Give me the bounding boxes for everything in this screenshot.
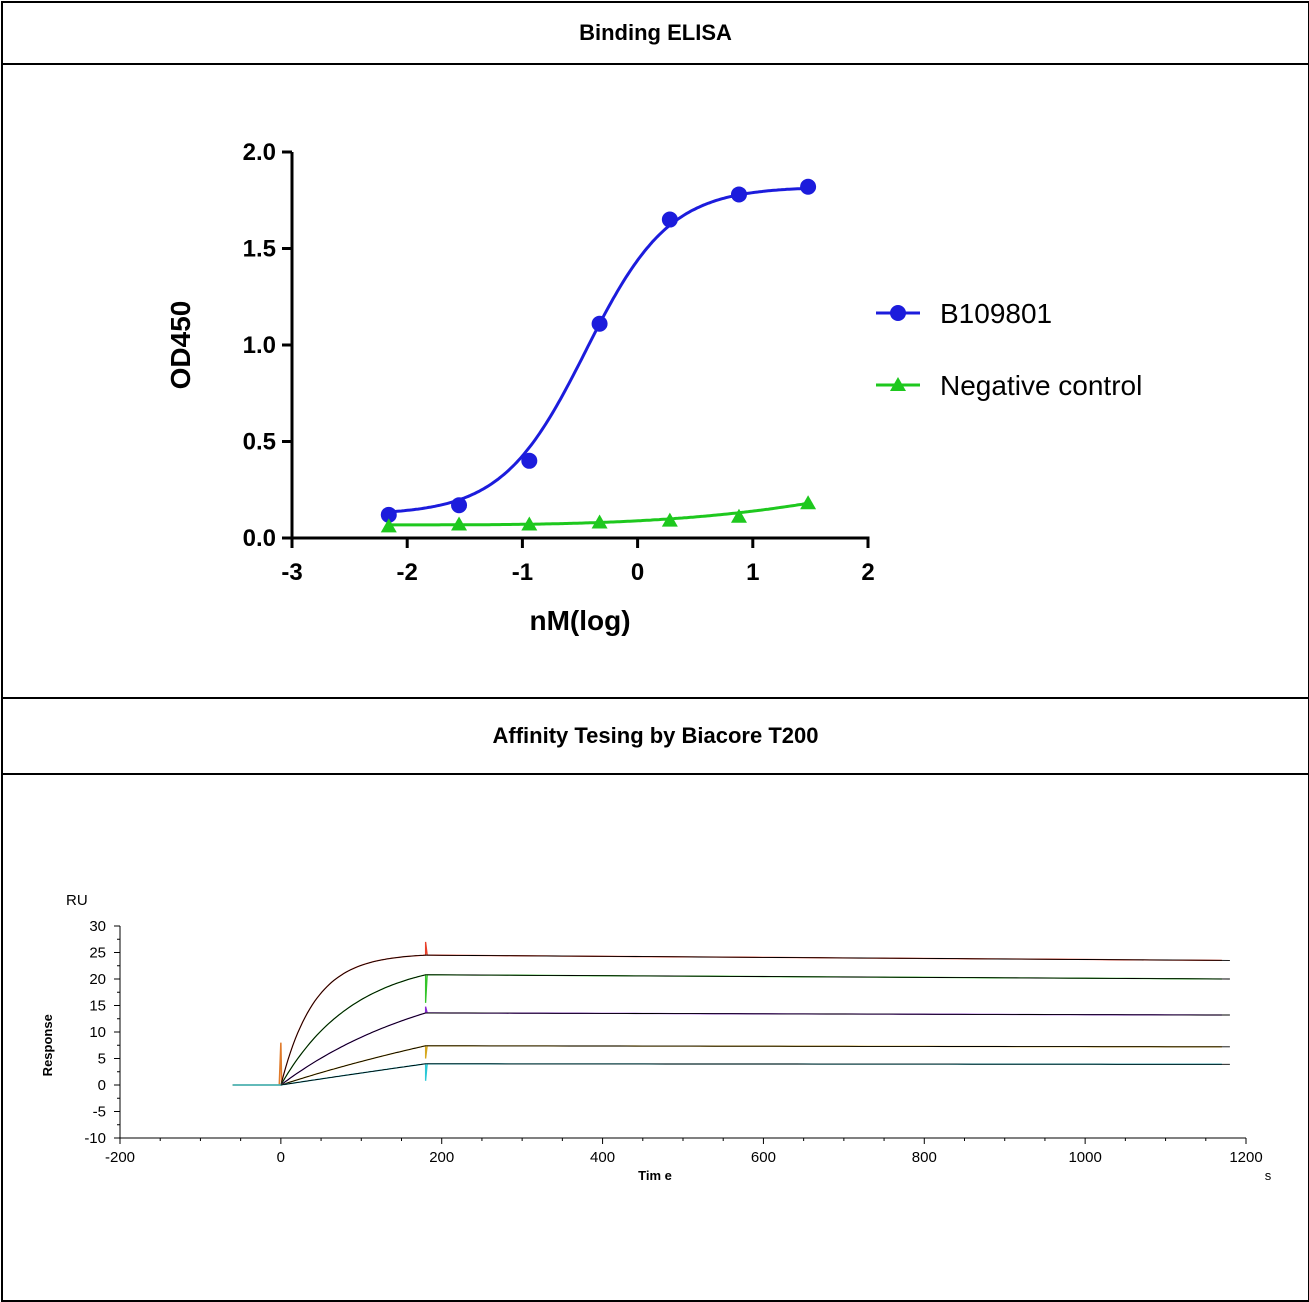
y-tick-label: 10 bbox=[89, 1024, 106, 1041]
b109801-point bbox=[730, 186, 747, 203]
negative-control-point bbox=[451, 516, 468, 531]
x-tick-label: -1 bbox=[512, 559, 533, 586]
sensorgram-curve-2 bbox=[232, 973, 1222, 1086]
panel-2-divider bbox=[3, 773, 1308, 775]
negative-control-point bbox=[730, 508, 747, 523]
x-tick-label: 0 bbox=[631, 559, 644, 586]
x-tick-label: -3 bbox=[281, 559, 302, 586]
fit-curve-1 bbox=[280, 954, 1230, 1086]
x-axis-label: Tim e bbox=[638, 1168, 672, 1183]
sensorgram-curve-4 bbox=[232, 1045, 1222, 1086]
sensorgram-curve-5 bbox=[232, 1063, 1222, 1086]
b109801-point bbox=[800, 178, 817, 195]
x-axis-label: nM(log) bbox=[529, 605, 630, 636]
b109801-point bbox=[451, 497, 468, 514]
x-tick-label: 800 bbox=[912, 1149, 937, 1166]
x-tick-label: 200 bbox=[429, 1149, 454, 1166]
biacore-chart: -10 -5 0 5 10 15 20 25 30 -200 0 200 400 600 800 1000 12… bbox=[40, 892, 1272, 1183]
x-tick-label: 400 bbox=[590, 1149, 615, 1166]
x-tick-label: 1200 bbox=[1229, 1149, 1262, 1166]
legend-marker-circle bbox=[890, 305, 906, 321]
y-tick-label: 15 bbox=[89, 998, 106, 1015]
series-b109801-fit-curve bbox=[388, 186, 809, 514]
legend-label: B109801 bbox=[940, 298, 1052, 329]
y-tick-label: 1.5 bbox=[243, 236, 276, 263]
fit-curve-4 bbox=[280, 1045, 1230, 1086]
y-axis-label: OD450 bbox=[165, 301, 196, 390]
x-tick-label: 600 bbox=[751, 1149, 776, 1166]
b109801-point bbox=[661, 211, 678, 228]
fit-curve-5 bbox=[280, 1063, 1230, 1086]
x-unit-label: s bbox=[1265, 1168, 1272, 1183]
y-tick-label: 25 bbox=[89, 945, 106, 962]
y-tick-label: 20 bbox=[89, 971, 106, 988]
negative-control-point bbox=[521, 516, 538, 531]
y-tick-label: 1.0 bbox=[243, 332, 276, 359]
y-tick-label: 2.0 bbox=[243, 139, 276, 166]
negative-control-point bbox=[380, 518, 397, 533]
x-tick-label: 0 bbox=[277, 1149, 285, 1166]
fit-curve-3 bbox=[280, 1012, 1230, 1086]
legend-label: Negative control bbox=[940, 370, 1142, 401]
y-tick-label: 0.5 bbox=[243, 429, 276, 456]
negative-control-point bbox=[591, 514, 608, 529]
b109801-point bbox=[380, 506, 397, 523]
y-tick-label: 5 bbox=[98, 1051, 106, 1068]
x-tick-label: 1 bbox=[746, 559, 759, 586]
x-tick-label: 2 bbox=[861, 559, 874, 586]
panel-1-title: Binding ELISA bbox=[579, 20, 732, 45]
panel-1-divider bbox=[3, 63, 1308, 65]
fit-curve-2 bbox=[280, 974, 1230, 1086]
y-tick-label: 0.0 bbox=[243, 525, 276, 552]
y-tick-label: -10 bbox=[84, 1130, 106, 1147]
y-axis-label: Response bbox=[40, 1014, 55, 1076]
y-tick-label: 30 bbox=[89, 918, 106, 935]
y-unit-label: RU bbox=[66, 892, 88, 909]
panel-separator bbox=[3, 697, 1308, 699]
y-tick-label: -5 bbox=[93, 1104, 106, 1121]
negative-control-point bbox=[800, 495, 817, 510]
y-tick-label: 0 bbox=[98, 1077, 106, 1094]
elisa-chart: 0.0 0.5 1.0 1.5 2.0 -3 -2 -1 0 1 2 nM(log) OD450 B109… bbox=[165, 139, 1142, 636]
x-tick-label: -200 bbox=[105, 1149, 135, 1166]
b109801-point bbox=[521, 452, 538, 469]
legend-marker-triangle bbox=[890, 377, 906, 391]
panel-2-title: Affinity Tesing by Biacore T200 bbox=[492, 723, 819, 748]
negative-control-point bbox=[661, 512, 678, 527]
injection-spike-start bbox=[278, 1042, 283, 1086]
b109801-point bbox=[591, 315, 608, 332]
x-tick-label: -2 bbox=[397, 559, 418, 586]
x-tick-label: 1000 bbox=[1068, 1149, 1101, 1166]
